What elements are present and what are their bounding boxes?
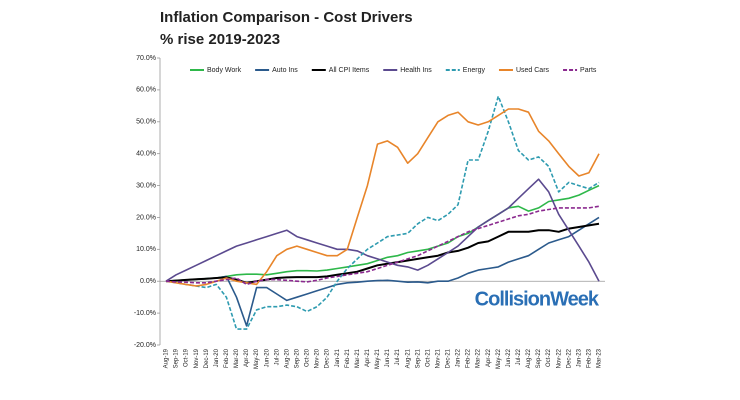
series-line bbox=[165, 95, 600, 330]
x-tick-label: Dec-21 bbox=[446, 348, 452, 368]
x-tick-label: Jul-21 bbox=[395, 348, 401, 365]
legend-label: Body Work bbox=[207, 67, 242, 74]
x-tick-label: Mar-21 bbox=[355, 348, 361, 368]
x-tick-label: Oct-20 bbox=[305, 348, 311, 367]
x-tick-label: Apr-20 bbox=[244, 348, 250, 367]
x-tick-label: Mar-20 bbox=[234, 348, 240, 368]
x-tick-label: Nov-19 bbox=[194, 348, 200, 368]
x-tick-label: Dec-22 bbox=[566, 348, 572, 368]
series-line bbox=[165, 184, 600, 282]
x-tick-label: Jan-20 bbox=[214, 348, 220, 367]
x-tick-label: Oct-21 bbox=[425, 348, 431, 367]
x-tick-label: Jan-23 bbox=[576, 348, 582, 367]
y-tick-label: 40.0% bbox=[136, 151, 156, 158]
x-tick-label: Apr-21 bbox=[365, 348, 371, 367]
x-tick-label: Feb-22 bbox=[466, 348, 472, 368]
x-tick-label: Aug-20 bbox=[284, 348, 290, 368]
legend-label: All CPI Items bbox=[329, 67, 370, 74]
x-tick-label: May-22 bbox=[496, 348, 502, 369]
chart-title: Inflation Comparison - Cost Drivers bbox=[160, 9, 413, 26]
y-tick-label: -20.0% bbox=[134, 342, 156, 349]
series-line bbox=[165, 222, 600, 284]
y-tick-label: 20.0% bbox=[136, 214, 156, 221]
x-tick-label: Jun-22 bbox=[506, 348, 512, 367]
x-tick-label: Oct-19 bbox=[184, 348, 190, 367]
y-tick-label: 0.0% bbox=[140, 278, 156, 285]
series-line bbox=[165, 205, 600, 286]
x-tick-label: Apr-22 bbox=[486, 348, 492, 367]
y-tick-label: 10.0% bbox=[136, 246, 156, 253]
x-tick-label: Jan-21 bbox=[335, 348, 341, 367]
x-tick-label: Jan-22 bbox=[456, 348, 462, 367]
legend-label: Health Ins bbox=[400, 67, 432, 74]
legend-label: Energy bbox=[463, 67, 486, 74]
x-tick-label: Sep-19 bbox=[174, 348, 180, 368]
x-tick-label: Nov-21 bbox=[435, 348, 441, 368]
y-tick-label: 70.0% bbox=[136, 55, 156, 62]
x-tick-label: May-20 bbox=[254, 348, 260, 369]
x-tick-label: May-21 bbox=[375, 348, 381, 369]
x-tick-label: Feb-20 bbox=[224, 348, 230, 368]
x-tick-label: Mar-22 bbox=[476, 348, 482, 368]
series-line bbox=[165, 108, 600, 287]
series-line bbox=[165, 216, 600, 327]
x-tick-label: Mar-23 bbox=[597, 348, 603, 368]
x-tick-label: Aug-22 bbox=[526, 348, 532, 368]
x-tick-label: Nov-20 bbox=[315, 348, 321, 368]
x-tick-label: Jun-20 bbox=[264, 348, 270, 367]
x-tick-label: Sep-21 bbox=[415, 348, 421, 368]
legend-label: Parts bbox=[580, 67, 597, 74]
legend-label: Used Cars bbox=[516, 67, 550, 74]
chart-subtitle: % rise 2019-2023 bbox=[160, 31, 280, 48]
x-tick-label: Dec-20 bbox=[325, 348, 331, 368]
watermark: CollisionWeek bbox=[475, 288, 600, 310]
x-tick-label: Aug-19 bbox=[164, 348, 170, 368]
x-tick-label: Jun-21 bbox=[385, 348, 391, 367]
legend-label: Auto Ins bbox=[272, 67, 298, 74]
x-tick-label: Jul-22 bbox=[516, 348, 522, 365]
x-tick-label: Sep-20 bbox=[294, 348, 300, 368]
x-tick-label: Feb-21 bbox=[345, 348, 351, 368]
series-line bbox=[165, 178, 600, 282]
y-tick-label: 30.0% bbox=[136, 182, 156, 189]
y-tick-label: -10.0% bbox=[134, 310, 156, 317]
x-tick-label: Jul-20 bbox=[274, 348, 280, 365]
x-tick-label: Dec-19 bbox=[204, 348, 210, 368]
x-tick-label: Nov-22 bbox=[556, 348, 562, 368]
x-tick-label: Sep-22 bbox=[536, 348, 542, 368]
y-tick-label: 50.0% bbox=[136, 119, 156, 126]
x-tick-label: Feb-23 bbox=[587, 348, 593, 368]
x-tick-label: Oct-22 bbox=[546, 348, 552, 367]
x-tick-label: Aug-21 bbox=[405, 348, 411, 368]
y-tick-label: 60.0% bbox=[136, 87, 156, 94]
